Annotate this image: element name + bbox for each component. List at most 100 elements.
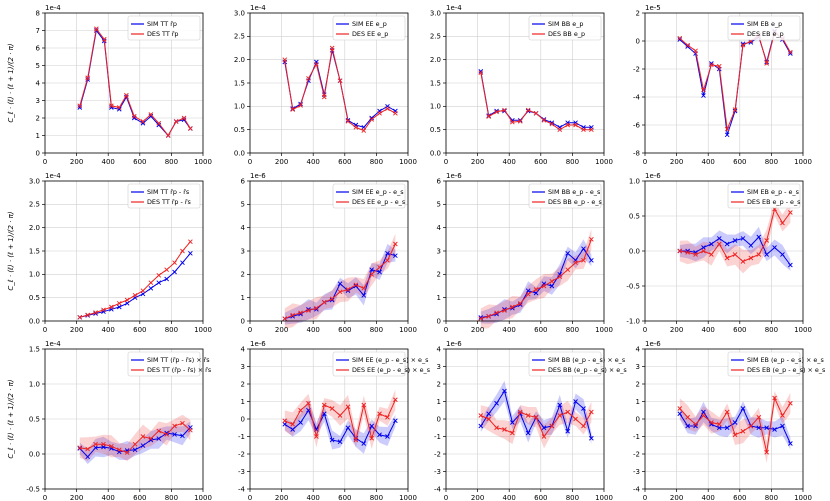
data-point [290,312,295,318]
data-point [701,409,706,415]
data-point [164,276,169,282]
data-point [685,42,690,48]
y-tick-label: 4 [636,345,641,353]
data-point [314,307,319,312]
data-point [172,260,177,265]
x-tick-label: 0 [643,494,647,501]
data-point [180,433,185,439]
y-tick-label: 1.0 [29,271,40,279]
data-point [377,111,382,116]
data-point [565,267,570,272]
data-point [94,26,99,32]
legend-label-sim: SIM EE e_p [352,20,387,28]
data-point [188,126,193,131]
data-point [549,423,555,429]
x-tick-label: 1000 [794,494,812,501]
data-point [517,409,523,415]
data-point [756,425,762,431]
data-point [701,87,706,93]
data-point [685,44,690,49]
y-tick-label: 5 [241,201,245,209]
error-band-des [679,391,791,464]
data-point [393,397,398,403]
data-point [764,61,769,66]
y-scale-label: 1e-4 [45,4,61,12]
data-point [525,288,531,293]
y-tick-label: 1 [241,398,245,406]
y-tick-label: 1.5 [430,79,441,87]
data-point [140,434,146,439]
series-line-des [79,27,191,137]
data-point [478,316,484,321]
y-tick-label: -1 [238,433,245,441]
data-point [77,314,83,320]
data-point [353,283,359,289]
data-point [486,411,491,417]
data-point [581,127,586,132]
legend-box [727,183,801,209]
data-point [306,76,311,81]
error-band-des [679,202,791,274]
y-tick-label: -0.5 [26,485,40,493]
data-point [116,300,122,306]
data-point [393,111,398,116]
data-point [393,418,398,424]
data-point [724,126,730,132]
data-point [116,105,122,110]
data-point [788,49,793,55]
x-tick-label: 800 [566,494,579,501]
data-point [732,107,738,112]
data-point [77,105,83,110]
data-point [306,400,311,406]
y-tick-label: 1.5 [29,345,40,353]
y-scale-label: 1e-5 [645,4,661,12]
legend-label-des: DES TT r̄p - r̄s [147,198,191,206]
legend-box [528,351,602,377]
data-point [517,118,523,124]
y-tick-label: -0.5 [626,282,640,290]
data-point [557,402,563,408]
legend-label-des: DES EE e_p - e_s [352,198,406,206]
data-point [377,265,382,270]
error-band-des [284,233,396,329]
data-point [502,308,507,313]
y-tick-label: 3 [437,363,441,371]
data-point [385,106,390,111]
panel-eb: 0 200 400 600 800 1000 -8 -6 -4 -2 0 2 1e-5 SIM EB e_… [633,4,812,166]
data-point [156,122,162,128]
legend-label-sim: SIM BB e_p - e_s [548,188,601,196]
data-point [172,423,177,429]
y-tick-label: -2 [633,450,640,458]
data-point [478,423,484,429]
data-point [393,253,398,258]
y-tick-label: 2.0 [430,56,441,64]
x-tick-label: 1000 [794,326,812,334]
legend-label-sim: SIM TT r̄p [147,20,177,28]
data-point [740,406,746,411]
data-point [369,117,374,122]
data-point [788,262,793,268]
series-line-des [284,47,396,132]
data-point [732,252,738,257]
series-line-sim [284,50,396,128]
data-point [314,62,319,67]
y-tick-label: 0.0 [29,317,40,325]
data-point [788,400,793,406]
x-tick-label: 800 [370,326,383,334]
y-tick-label: 3 [437,247,441,255]
y-tick-label: 3 [241,363,245,371]
error-band-sim [284,400,396,454]
data-point [709,252,714,257]
data-point [541,283,547,289]
data-point [709,241,714,247]
error-band-sim [480,239,592,324]
x-tick-label: 600 [338,326,351,334]
y-tick-label: 1 [241,294,245,302]
y-tick-label: 0 [241,317,245,325]
x-tick-label: 1000 [794,158,812,166]
data-point [573,260,578,265]
data-point [701,413,706,418]
y-tick-label: 6 [36,44,41,52]
data-point [116,106,122,112]
x-tick-label: 1000 [595,158,613,166]
